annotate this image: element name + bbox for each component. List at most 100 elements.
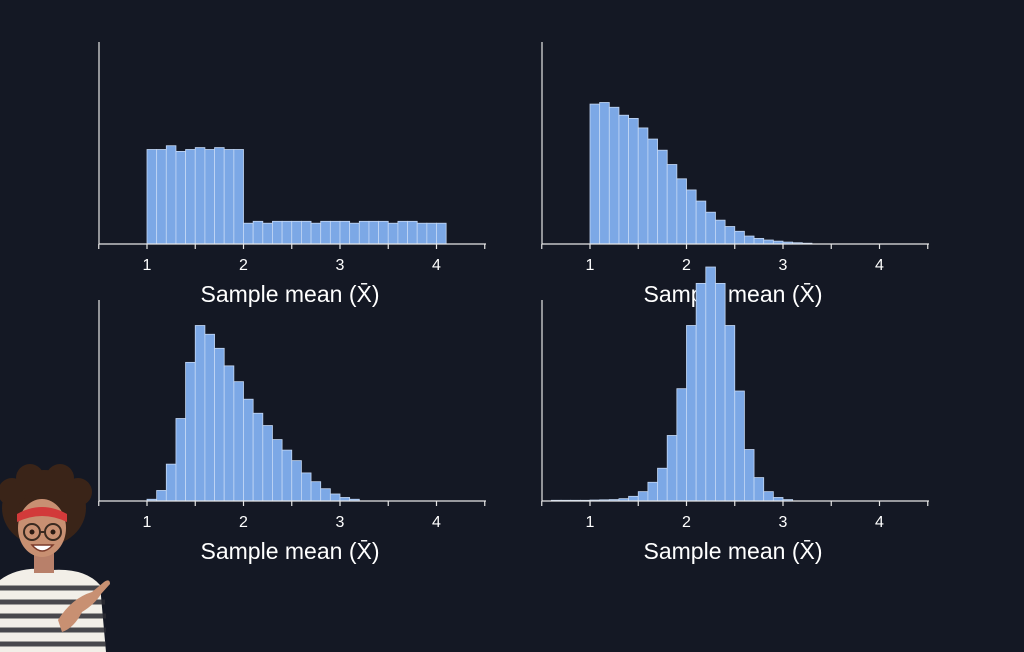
histogram-bar [156, 149, 167, 245]
histogram-bar [695, 200, 707, 245]
histogram-bar [753, 238, 765, 245]
histogram-bar [589, 103, 601, 245]
histogram-bar [291, 460, 302, 502]
histogram-bar [744, 235, 755, 245]
histogram-bar [320, 220, 331, 245]
histogram-bar [686, 325, 697, 502]
histogram-bar [705, 266, 716, 502]
histogram-bar [358, 220, 370, 245]
histogram-bar [666, 164, 678, 245]
x-tick-label: 4 [875, 257, 884, 274]
histogram-bar [262, 425, 273, 502]
histogram-bar [281, 220, 293, 245]
histogram-bar [329, 220, 341, 245]
histogram-bar [272, 220, 283, 245]
x-axis-label: Sample mean (X̄) [644, 281, 823, 307]
histogram-bar [262, 222, 273, 245]
x-tick-label: 3 [779, 257, 788, 274]
histogram-bar [194, 325, 206, 502]
histogram-bar [252, 220, 264, 245]
x-tick-label: 3 [779, 514, 788, 531]
histogram-bar [666, 435, 678, 502]
histogram-bar [426, 222, 437, 245]
histogram-bar [608, 106, 620, 245]
histogram-panel-1: 1 2 3 4 Sample mean (X̄) [98, 42, 486, 307]
histogram-bar [223, 149, 235, 245]
x-tick-label: 2 [682, 514, 691, 531]
histogram-bar [156, 490, 167, 502]
x-axis-label: Sample mean (X̄) [644, 538, 823, 564]
histogram-bar [223, 365, 235, 502]
histogram-bar [349, 222, 360, 245]
x-tick-label: 1 [143, 257, 152, 274]
x-tick-label: 4 [432, 257, 441, 274]
histogram-bar [744, 449, 755, 502]
histogram-bar [146, 149, 158, 245]
histogram-bar [233, 149, 244, 245]
histogram-bar [397, 220, 408, 245]
histogram-bar [165, 463, 177, 502]
histogram-bar [407, 220, 418, 245]
histogram-bar [734, 390, 745, 502]
histogram-bar [204, 149, 215, 245]
histogram-panel-3: 1 2 3 4 Sample mean (X̄) [98, 300, 486, 564]
histogram-bar [628, 117, 639, 245]
histogram-bar [378, 220, 389, 245]
histogram-bar [676, 388, 687, 502]
histogram-bar [175, 418, 186, 502]
histogram-bar [436, 222, 447, 245]
histogram-bar [637, 491, 649, 502]
histogram-panel-2: 1 2 3 4 Sample mean (X̄) [541, 42, 929, 307]
histogram-bar [763, 491, 774, 502]
x-tick-label: 3 [336, 514, 345, 531]
histogram-bar [310, 222, 322, 245]
histogram-bar [753, 477, 765, 502]
histogram-bar [194, 147, 206, 245]
x-tick-label: 2 [239, 257, 248, 274]
histogram-bar [300, 220, 312, 245]
histogram-bar [724, 226, 736, 245]
histogram-bar [300, 472, 312, 502]
histogram-bar [647, 481, 658, 502]
histogram-bar [243, 222, 254, 245]
histogram-bar [628, 495, 639, 502]
histogram-bar [368, 220, 380, 245]
histogram-bar [647, 138, 658, 245]
histogram-bar [705, 211, 716, 245]
histogram-bar [715, 282, 726, 502]
histogram-bar [637, 127, 649, 245]
histogram-bar [165, 145, 177, 245]
histogram-bar [252, 412, 264, 502]
histogram-bar [185, 149, 196, 245]
histogram-bar [204, 333, 215, 502]
x-axis-label: Sample mean (X̄) [201, 538, 380, 564]
histogram-bar [686, 189, 697, 245]
histogram-bar [320, 488, 331, 502]
x-axis-label: Sample mean (X̄) [201, 281, 380, 307]
histogram-bar [657, 149, 668, 245]
histogram-bar [715, 219, 726, 245]
histogram-bar [291, 220, 302, 245]
histogram-bar [233, 381, 244, 502]
histogram-bar [695, 282, 707, 502]
histogram-bar [272, 439, 283, 502]
histogram-bar [676, 178, 687, 245]
histogram-panel-4: 1 2 3 4 Sample mean (X̄) [541, 266, 929, 564]
x-tick-label: 4 [432, 514, 441, 531]
x-tick-label: 4 [875, 514, 884, 531]
histogram-bar [185, 361, 196, 502]
histogram-bar [387, 222, 399, 245]
histogram-bar [734, 230, 745, 245]
histogram-bar [281, 449, 293, 502]
x-tick-label: 3 [336, 257, 345, 274]
pointing-character-illustration [0, 464, 110, 652]
histogram-bar [416, 222, 428, 245]
histogram-bar [329, 493, 341, 502]
x-tick-label: 1 [586, 257, 595, 274]
histogram-bar [724, 325, 736, 502]
x-tick-label: 1 [586, 514, 595, 531]
histogram-bar [618, 114, 630, 245]
histogram-bar [310, 481, 322, 502]
x-tick-label: 1 [143, 514, 152, 531]
